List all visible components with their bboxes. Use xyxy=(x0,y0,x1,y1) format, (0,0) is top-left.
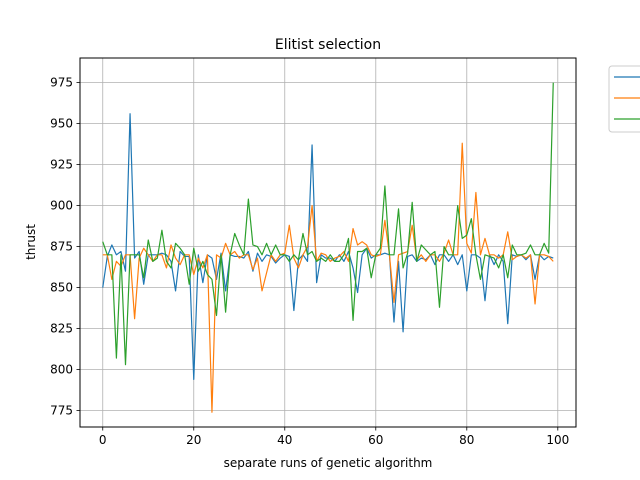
x-tick-label: 20 xyxy=(186,433,201,447)
x-tick-label: 60 xyxy=(368,433,383,447)
y-tick-label: 800 xyxy=(50,363,73,377)
series-line-3 xyxy=(102,82,554,366)
legend-entries xyxy=(614,76,640,120)
x-axis-label: separate runs of genetic algorithm xyxy=(224,456,433,470)
y-tick-label: 900 xyxy=(50,199,73,213)
legend xyxy=(608,65,640,133)
plot-frame xyxy=(79,57,577,428)
x-tick-label: 80 xyxy=(459,433,474,447)
y-tick-label: 875 xyxy=(50,240,73,254)
x-axis-ticks: 0 20 40 60 80 100 xyxy=(99,427,569,447)
chart-title: Elitist selection xyxy=(275,37,381,53)
x-tick-label: 0 xyxy=(99,433,107,447)
y-tick-label: 850 xyxy=(50,281,73,295)
y-tick-label: 825 xyxy=(50,322,73,336)
x-tick-label: 40 xyxy=(277,433,292,447)
y-axis-ticks: 775 800 825 850 875 900 925 950 975 xyxy=(50,76,80,418)
y-tick-label: 775 xyxy=(50,404,73,418)
y-tick-label: 975 xyxy=(50,76,73,90)
legend-box xyxy=(608,65,640,133)
x-tick-label: 100 xyxy=(546,433,569,447)
y-axis-label: thrust xyxy=(24,224,38,260)
y-tick-label: 950 xyxy=(50,117,73,131)
y-tick-label: 925 xyxy=(50,158,73,172)
series-lines xyxy=(102,82,554,413)
